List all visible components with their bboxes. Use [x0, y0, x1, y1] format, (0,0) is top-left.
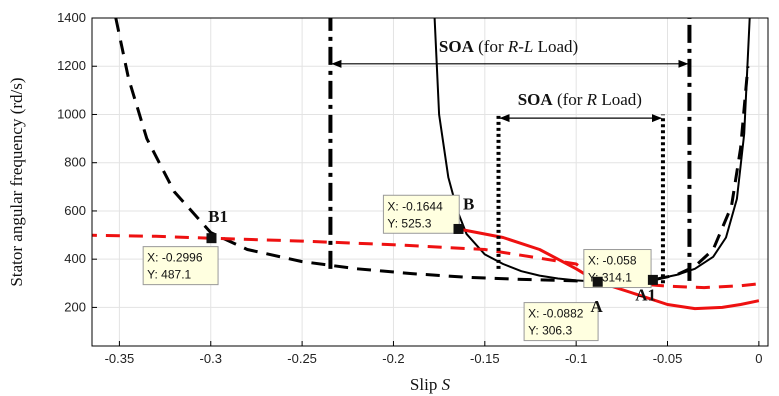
y-tick-label: 1400	[57, 10, 86, 25]
y-tick-label: 600	[64, 203, 86, 218]
datatip-B	[382, 194, 460, 234]
soa-label-post: Load)	[533, 37, 578, 56]
soa-label-bold: SOA	[439, 37, 475, 56]
marker-B	[453, 223, 464, 234]
y-tick-label: 800	[64, 155, 86, 170]
datatip-B1	[142, 246, 219, 286]
datatip-x-B1: X: -0.2996	[147, 251, 203, 265]
soa-arrows: SOA (for R-L Load)SOA (for R Load)	[331, 37, 689, 123]
x-tick-label: -0.2	[382, 351, 404, 366]
datatip-x-A1: X: -0.058	[588, 254, 637, 268]
datatip-x-A: X: -0.0882	[528, 307, 584, 321]
datatip-y-B1: Y: 487.1	[147, 268, 191, 282]
x-tick-label: -0.1	[565, 351, 587, 366]
y-tick-label: 1000	[57, 106, 86, 121]
soa-label: SOA (for R Load)	[518, 90, 642, 109]
data-points: X: -0.2996 Y: 487.1 B1 X: -0.1644 Y: 525.3 B X…	[142, 194, 658, 342]
point-label-B1: B1	[208, 207, 228, 226]
marker-A1	[647, 274, 658, 285]
x-tick-label: -0.05	[653, 351, 683, 366]
x-tick-label: -0.3	[200, 351, 222, 366]
y-axis-label: Stator angular frequency (rd/s)	[7, 77, 26, 286]
x-tick-label: 0	[755, 351, 762, 366]
x-axis-label-main: Slip	[410, 375, 442, 394]
soa-label-pre: (for	[474, 37, 508, 56]
datatip-A	[523, 302, 599, 342]
soa-label-load: R	[586, 90, 598, 109]
y-tick-label: 200	[64, 299, 86, 314]
point-label-A: A	[590, 297, 603, 316]
series-line-black-solid	[433, 18, 751, 283]
datatip-x-B: X: -0.1644	[387, 199, 443, 213]
x-tick-label: -0.25	[287, 351, 317, 366]
soa-label-load: R-L	[507, 37, 533, 56]
x-axis-label-var: S	[442, 375, 451, 394]
x-tick-label: -0.15	[470, 351, 500, 366]
tick-labels: -0.35 -0.3 -0.25 -0.2 -0.15 -0.1 -0.05 0 200 400 6…	[57, 10, 762, 366]
plot-frame	[91, 17, 769, 347]
series-line-black-dashed	[114, 18, 750, 284]
point-label-A1: A1	[635, 286, 656, 305]
point-label-B: B	[463, 195, 474, 214]
marker-A	[592, 276, 603, 287]
datatip-y-A: Y: 306.3	[528, 324, 572, 338]
soa-label: SOA (for R-L Load)	[439, 37, 578, 56]
x-tick-label: -0.35	[105, 351, 135, 366]
soa-label-post: Load)	[597, 90, 642, 109]
x-axis-label: Slip S	[410, 375, 451, 394]
soa-boundaries	[328, 18, 692, 284]
y-tick-label: 400	[64, 251, 86, 266]
grid	[92, 17, 768, 346]
marker-B1	[206, 233, 217, 244]
soa-label-bold: SOA	[518, 90, 554, 109]
datatip-y-B: Y: 525.3	[387, 216, 431, 230]
y-tick-label: 1200	[57, 58, 86, 73]
soa-label-pre: (for	[553, 90, 587, 109]
series-line-red-solid	[458, 227, 760, 311]
